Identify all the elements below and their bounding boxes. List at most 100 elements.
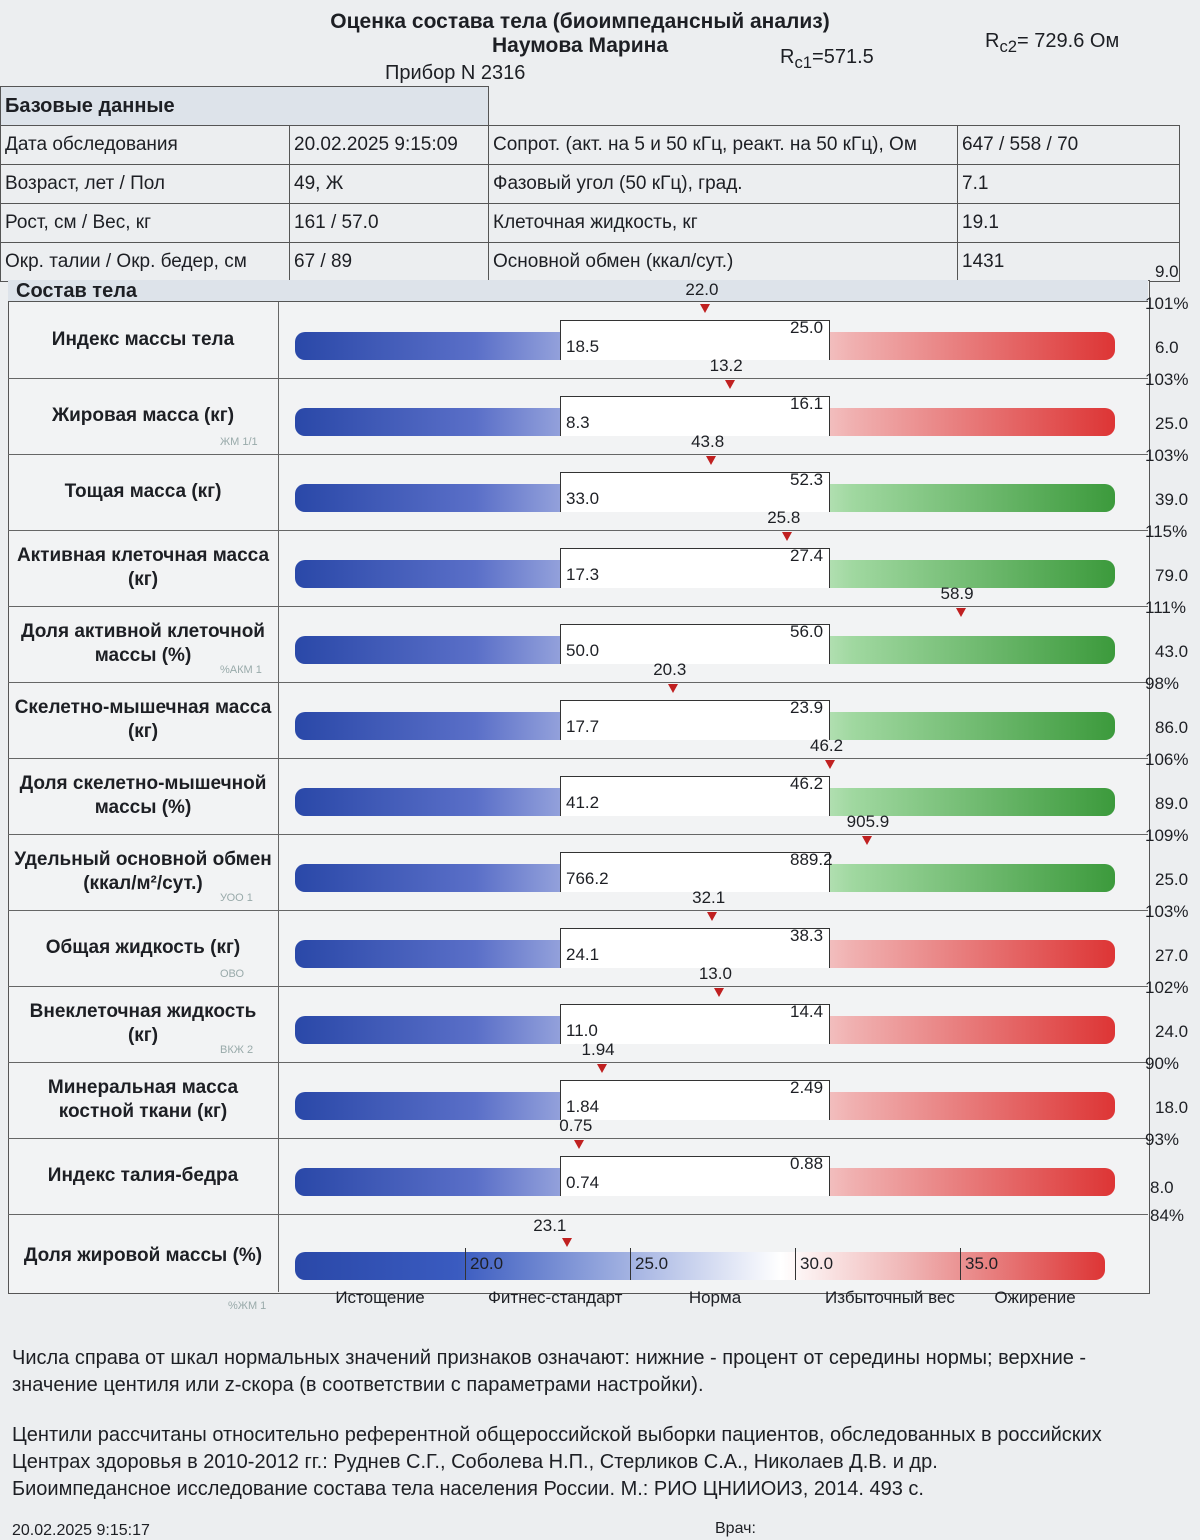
row-label: Доля скелетно-мышечной массы (%): [19, 773, 267, 818]
rc1-symbol: R: [780, 46, 795, 68]
low: 18.5: [566, 337, 600, 356]
centile: 18.0: [1155, 1098, 1189, 1117]
centile: 39.0: [1155, 490, 1189, 509]
row-label: Жировая масса (кг): [51, 405, 235, 426]
centile: 24.0: [1155, 1022, 1189, 1041]
marker: [700, 304, 711, 313]
norm-box: [560, 776, 830, 816]
marker: [668, 684, 679, 693]
basic-label: Рост, см / Вес, кг: [0, 203, 290, 243]
centile: 89.0: [1155, 794, 1189, 813]
high: 52.3: [790, 470, 824, 489]
basic-label2: Основной обмен (ккал/сут.): [488, 242, 958, 282]
row-label: Индекс массы тела: [51, 329, 235, 350]
basic-label: Окр. талии / Окр. бедер, см: [0, 242, 290, 282]
value-label: 20.3: [653, 660, 687, 679]
tick-label: 20.0: [470, 1254, 504, 1273]
centile: 9.0: [1155, 262, 1179, 281]
high: 25.0: [790, 318, 824, 337]
norm-box: [560, 548, 830, 588]
zone-label: Фитнес-стандарт: [488, 1288, 623, 1307]
rc1-sub: c1: [794, 53, 813, 72]
footer-date: 20.02.2025 9:15:17: [12, 1522, 150, 1539]
low: 50.0: [566, 641, 600, 660]
basic-title: Базовые данные: [0, 86, 489, 126]
note: Центили рассчитаны относительно референт…: [12, 1424, 1102, 1500]
basic-value: 49, Ж: [289, 164, 489, 204]
high: 0.88: [790, 1154, 824, 1173]
high: 46.2: [790, 774, 824, 793]
code: %ЖМ 1: [228, 1300, 267, 1312]
value-label: 46.2: [810, 736, 844, 755]
basic-row: Рост, см / Вес, кг 161 / 57.0 Клеточная жи…: [0, 203, 1180, 243]
high: 14.4: [790, 1002, 824, 1021]
value-label: 58.9: [940, 584, 974, 603]
high: 56.0: [790, 622, 824, 641]
marker: [955, 608, 966, 617]
tick: [465, 1248, 466, 1280]
value-label: 0.75: [559, 1116, 593, 1135]
centile: 8.0: [1150, 1178, 1174, 1197]
rc2-sub: c2: [999, 37, 1018, 56]
marker: [574, 1140, 585, 1149]
centile: 86.0: [1155, 718, 1189, 737]
row-line: [8, 606, 1148, 607]
value-label: 32.1: [692, 888, 726, 907]
percent: 101%: [1145, 294, 1189, 313]
tick: [795, 1248, 796, 1280]
value-label: 43.8: [691, 432, 725, 451]
tick-label: 35.0: [965, 1254, 999, 1273]
low: 1.84: [566, 1097, 600, 1116]
basic-value: 20.02.2025 9:15:09: [289, 125, 489, 165]
low: 17.7: [566, 717, 600, 736]
device: Прибор N 2316: [385, 62, 526, 84]
v-sep: [278, 834, 279, 910]
low: 0.74: [566, 1173, 600, 1192]
norm-box: [560, 624, 830, 664]
percent: 84%: [1150, 1206, 1185, 1225]
rc2: Rc2= 729.6 Ом: [985, 30, 1119, 57]
row-line: [8, 1214, 1148, 1215]
code: %АКМ 1: [220, 664, 262, 676]
composition-title: Состав тела: [8, 280, 1148, 302]
zone-label: Ожирение: [994, 1288, 1076, 1307]
row-line: [8, 378, 1148, 379]
v-sep: [278, 454, 279, 530]
centile: 6.0: [1155, 338, 1179, 357]
rc1: Rc1=571.5: [780, 46, 874, 73]
percent: 103%: [1145, 446, 1189, 465]
norm-box: [560, 1004, 830, 1044]
centile: 25.0: [1155, 870, 1189, 889]
marker: [706, 456, 717, 465]
percent: 109%: [1145, 826, 1189, 845]
marker: [782, 532, 793, 541]
marker: [562, 1238, 573, 1247]
v-sep: [278, 758, 279, 834]
value-label: 22.0: [685, 280, 719, 299]
percent: 102%: [1145, 978, 1189, 997]
value-label: 13.0: [698, 964, 732, 983]
zone-label: Истощение: [335, 1288, 425, 1307]
percent: 103%: [1145, 902, 1189, 921]
value-label: 905.9: [846, 812, 890, 831]
marker: [724, 380, 735, 389]
basic-value2: 19.1: [957, 203, 1180, 243]
basic-value2: 7.1: [957, 164, 1180, 204]
norm-box: [560, 472, 830, 512]
row-line: [8, 834, 1148, 835]
high: 38.3: [790, 926, 824, 945]
bar: [295, 1252, 1105, 1280]
basic-label2: Фазовый угол (50 кГц), град.: [488, 164, 958, 204]
code: ЖМ 1/1: [220, 436, 258, 448]
low: 33.0: [566, 489, 600, 508]
row-line: [8, 530, 1148, 531]
row-label: Минеральная масса костной ткани (кг): [47, 1077, 239, 1122]
low: 41.2: [566, 793, 600, 812]
basic-row: Возраст, лет / Пол 49, Ж Фазовый угол (50 …: [0, 164, 1180, 204]
marker: [707, 912, 718, 921]
patient-name: Наумова Марина: [491, 34, 668, 57]
row-label: Активная клеточная масса (кг): [16, 545, 270, 590]
tick-label: 30.0: [800, 1254, 834, 1273]
row-line: [8, 454, 1148, 455]
row-line: [8, 1138, 1148, 1139]
